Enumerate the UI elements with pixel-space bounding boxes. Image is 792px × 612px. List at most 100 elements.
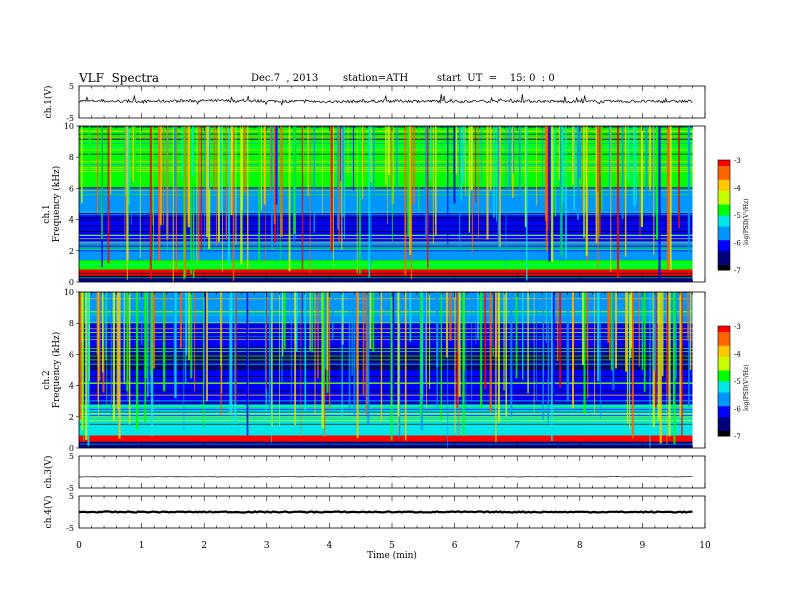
y-tick-label: 6 (69, 184, 74, 193)
sferic-streak (116, 292, 119, 410)
sferic-streak (498, 126, 501, 214)
sferic-streak (641, 292, 644, 370)
sferic-streak (281, 292, 284, 356)
sferic-streak (390, 292, 393, 441)
sferic-streak (173, 292, 175, 384)
sferic-streak (410, 126, 413, 280)
colorbar-tick-label: -3 (734, 323, 741, 331)
sferic-streak (322, 292, 325, 388)
sferic-streak (194, 292, 196, 391)
sferic-streak (407, 126, 410, 237)
sferic-streak (281, 292, 283, 384)
sferic-streak (553, 126, 555, 185)
sferic-streak (111, 126, 113, 175)
sferic-streak (470, 126, 472, 191)
sferic-streak (597, 126, 599, 268)
sferic-streak (260, 126, 262, 211)
sferic-streak (387, 126, 390, 175)
sferic-streak (83, 292, 85, 442)
sferic-streak (373, 126, 375, 197)
sferic-streak (185, 292, 187, 384)
sferic-streak (149, 126, 152, 280)
colorbar-segment (718, 190, 730, 194)
colorbar-label: log(PSD(V²/Hz) (743, 364, 750, 411)
y-axis-label: ch.1(V) (43, 86, 54, 119)
sferic-streak (321, 126, 323, 215)
sferic-streak (369, 292, 372, 350)
colorbar-segment (718, 353, 730, 357)
sferic-streak (648, 126, 652, 190)
sferic-streak (190, 126, 192, 275)
x-tick-label: 1 (139, 541, 145, 551)
colorbar-segment (718, 392, 730, 396)
sferic-streak (554, 126, 557, 217)
sferic-streak (96, 292, 98, 355)
sferic-streak (609, 126, 612, 200)
y-axis-label: ch.2 (42, 370, 52, 389)
sferic-streak (493, 126, 495, 218)
sferic-streak (425, 126, 427, 238)
sferic-streak (391, 126, 394, 205)
sferic-streak (123, 292, 126, 382)
sferic-streak (300, 292, 302, 437)
sferic-streak (612, 292, 615, 390)
sferic-streak (638, 292, 641, 367)
sferic-streak (324, 292, 327, 370)
sferic-streak (206, 126, 209, 238)
sferic-streak (456, 292, 458, 409)
sferic-streak (347, 126, 349, 175)
sferic-streak (203, 292, 205, 427)
sferic-streak (356, 292, 359, 438)
sferic-streak (425, 292, 427, 383)
sferic-streak (332, 126, 334, 266)
sferic-streak (341, 292, 343, 419)
sferic-streak (243, 126, 246, 193)
y-tick-label: 5 (69, 82, 74, 91)
colorbar-segment (718, 165, 730, 169)
sferic-streak (124, 126, 126, 240)
sferic-streak (294, 292, 297, 426)
sferic-streak (653, 126, 655, 256)
colorbar-segment (718, 182, 730, 186)
sferic-streak (526, 126, 528, 281)
sferic-streak (126, 292, 129, 392)
sferic-streak (551, 292, 553, 442)
colorbar-segment (718, 331, 730, 335)
sferic-streak (183, 126, 185, 280)
sferic-streak (460, 126, 462, 202)
sferic-streak (508, 126, 511, 190)
sferic-streak (225, 126, 227, 240)
sferic-streak (204, 292, 207, 401)
y-tick-label: -5 (66, 484, 74, 493)
x-axis-label: Time (min) (367, 550, 417, 561)
sferic-streak (432, 126, 434, 245)
sferic-streak (576, 126, 580, 220)
sferic-streak (631, 292, 634, 439)
sferic-streak (465, 126, 466, 196)
colorbar-segment (718, 405, 730, 409)
sferic-streak (141, 292, 143, 346)
sferic-streak (478, 126, 479, 238)
sferic-streak (85, 292, 88, 440)
sferic-streak (295, 292, 298, 352)
sferic-streak (489, 292, 492, 413)
x-tick-label: 0 (76, 541, 82, 551)
colorbar-segment (718, 237, 730, 241)
sferic-streak (309, 126, 311, 274)
sferic-streak (368, 126, 370, 278)
sferic-streak (462, 292, 465, 437)
sferic-streak (657, 292, 660, 421)
sferic-streak (329, 292, 331, 411)
sferic-streak (356, 126, 358, 275)
sferic-streak (372, 292, 375, 353)
sferic-streak (447, 126, 449, 245)
panel-ch1 (78, 85, 706, 119)
x-tick-label: 6 (452, 541, 458, 551)
sferic-streak (551, 126, 554, 262)
sferic-streak (183, 292, 185, 430)
colorbar-segment (718, 245, 730, 249)
sferic-streak (668, 292, 671, 437)
sferic-streak (556, 292, 559, 361)
sferic-streak (404, 126, 407, 276)
sferic-streak (352, 126, 354, 191)
